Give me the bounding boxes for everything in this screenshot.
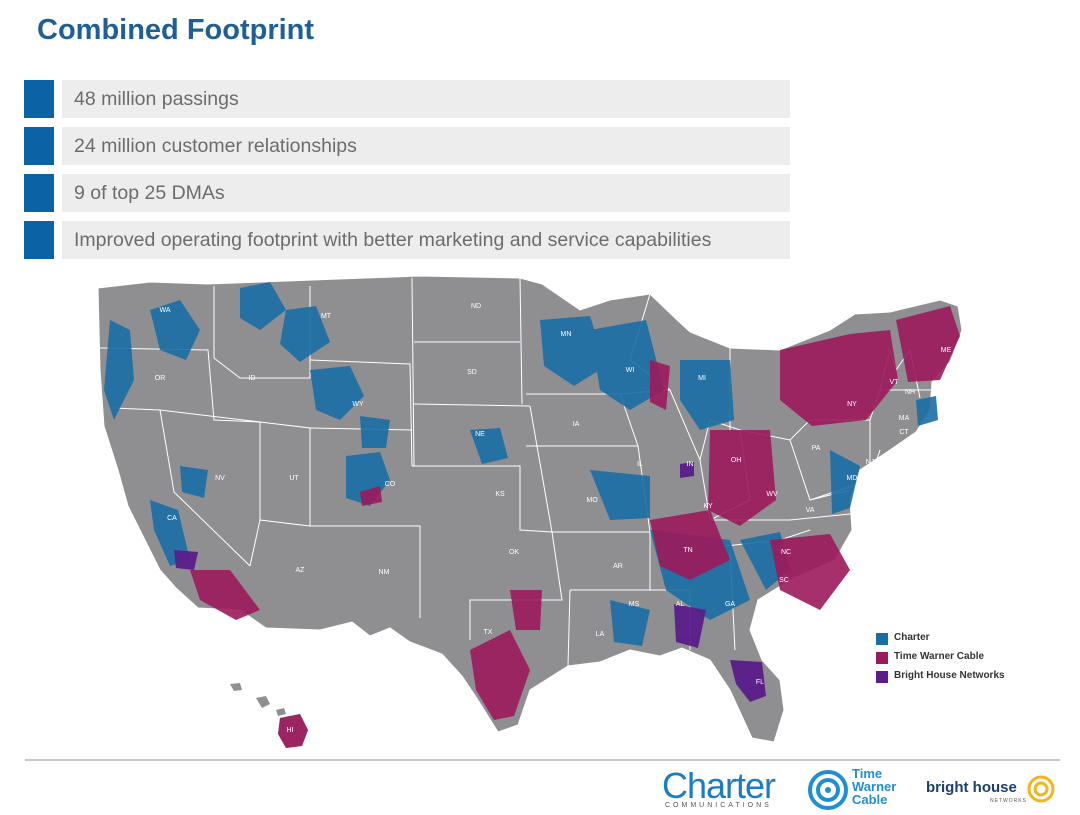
state-label-ma: MA — [899, 415, 910, 422]
charter-logo-word: Charter — [662, 765, 776, 806]
state-label-mo: MO — [586, 497, 598, 504]
bullet-marker — [24, 127, 54, 165]
twc-coverage — [190, 306, 960, 748]
state-label-va: VA — [806, 507, 815, 514]
state-label-mi: MI — [698, 375, 706, 382]
state-label-al: AL — [676, 601, 685, 608]
bullet-box: 48 million passings — [62, 80, 790, 118]
state-label-nd: ND — [471, 303, 481, 310]
bullet-box: Improved operating footprint with better… — [62, 221, 790, 259]
bright-house-sun-icon — [1027, 775, 1055, 803]
state-label-ks: KS — [495, 491, 505, 498]
bright-house-logo-subtitle: NETWORKS — [990, 798, 1027, 804]
bullet-box: 24 million customer relationships — [62, 127, 790, 165]
bright-house-coverage — [174, 462, 766, 702]
state-label-ok: OK — [509, 549, 519, 556]
footer-divider — [25, 759, 1060, 761]
state-label-group: WA OR CA NV ID MT WY UT AZ CO NM ND SD NE KS OK TX MN IA MO… — [155, 303, 952, 734]
state-label-co: CO — [385, 481, 396, 488]
state-label-sc: SC — [779, 577, 789, 584]
state-label-ny: NY — [847, 401, 857, 408]
legend-swatch-bright-house — [876, 671, 888, 683]
twc-eye-icon — [808, 770, 848, 810]
legend-label: Time Warner Cable — [894, 651, 985, 662]
charter-logo: Charter COMMUNICATIONS — [662, 765, 782, 811]
state-label-tn: TN — [683, 547, 692, 554]
bullet-text: 9 of top 25 DMAs — [74, 182, 225, 204]
bullet-text: 24 million customer relationships — [74, 135, 357, 157]
hawaii-island — [276, 708, 286, 716]
page-title: Combined Footprint — [37, 14, 315, 46]
state-label-az: AZ — [296, 567, 306, 574]
state-label-md: MD — [847, 475, 858, 482]
legend-swatch-twc — [876, 652, 888, 664]
state-label-sd: SD — [467, 369, 477, 376]
state-label-ms: MS — [629, 601, 640, 608]
us-map-svg: WA OR CA NV ID MT WY UT AZ CO NM ND SD NE KS OK TX MN IA MO… — [97, 275, 963, 748]
state-label-nj: NJ — [866, 459, 875, 466]
state-label-wa: WA — [159, 307, 170, 314]
state-label-ar: AR — [613, 563, 623, 570]
state-label-wi: WI — [626, 367, 635, 374]
bullet-text: Improved operating footprint with better… — [74, 229, 712, 251]
bright-house-logo: bright house NETWORKS — [926, 772, 1061, 806]
state-label-nm: NM — [379, 569, 390, 576]
state-label-il: IL — [637, 461, 643, 468]
hawaii-island — [256, 696, 270, 708]
state-label-wy: WY — [352, 401, 364, 408]
bullet-item: 48 million passings — [24, 80, 790, 118]
twc-logo: Time Warner Cable — [806, 766, 916, 812]
state-label-hi: HI — [287, 727, 294, 734]
legend-label: Bright House Networks — [894, 670, 1005, 681]
state-label-ia: IA — [573, 421, 580, 428]
state-label-vt: VT — [890, 379, 900, 386]
hawaii-island — [230, 683, 242, 691]
state-label-la: LA — [596, 631, 605, 638]
bullet-marker — [24, 80, 54, 118]
charter-logo-subtitle: COMMUNICATIONS — [665, 802, 772, 809]
state-label-me: ME — [941, 347, 952, 354]
bright-house-logo-word: bright house — [926, 779, 1017, 796]
bullet-item: Improved operating footprint with better… — [24, 221, 790, 259]
bullet-marker — [24, 174, 54, 212]
bullet-text: 48 million passings — [74, 88, 239, 110]
twc-logo-word: Time — [852, 766, 883, 781]
legend-label: Charter — [894, 632, 930, 643]
state-label-tx: TX — [484, 629, 493, 636]
bullet-box: 9 of top 25 DMAs — [62, 174, 790, 212]
state-label-ct: CT — [899, 429, 909, 436]
state-label-fl: FL — [756, 679, 764, 686]
twc-logo-word: Warner — [852, 779, 897, 794]
us-footprint-map: WA OR CA NV ID MT WY UT AZ CO NM ND SD NE KS OK TX MN IA MO… — [90, 270, 1030, 750]
state-label-pa: PA — [812, 445, 821, 452]
state-label-ne: NE — [475, 431, 485, 438]
state-label-ga: GA — [725, 601, 735, 608]
bullet-item: 24 million customer relationships — [24, 127, 790, 165]
state-label-in: IN — [687, 461, 694, 468]
state-label-mn: MN — [561, 331, 572, 338]
state-label-or: OR — [155, 375, 166, 382]
state-label-mt: MT — [321, 313, 332, 320]
legend-swatch-charter — [876, 633, 888, 645]
state-label-ut: UT — [289, 475, 299, 482]
state-label-ky: KY — [703, 503, 713, 510]
state-label-nv: NV — [215, 475, 225, 482]
state-label-nc: NC — [781, 549, 791, 556]
bullet-marker — [24, 221, 54, 259]
state-label-id: ID — [249, 375, 256, 382]
state-label-ca: CA — [167, 515, 177, 522]
state-label-wv: WV — [766, 491, 778, 498]
bullet-item: 9 of top 25 DMAs — [24, 174, 790, 212]
twc-logo-word: Cable — [852, 792, 888, 807]
state-label-oh: OH — [731, 457, 742, 464]
state-label-nh: NH — [905, 389, 915, 396]
